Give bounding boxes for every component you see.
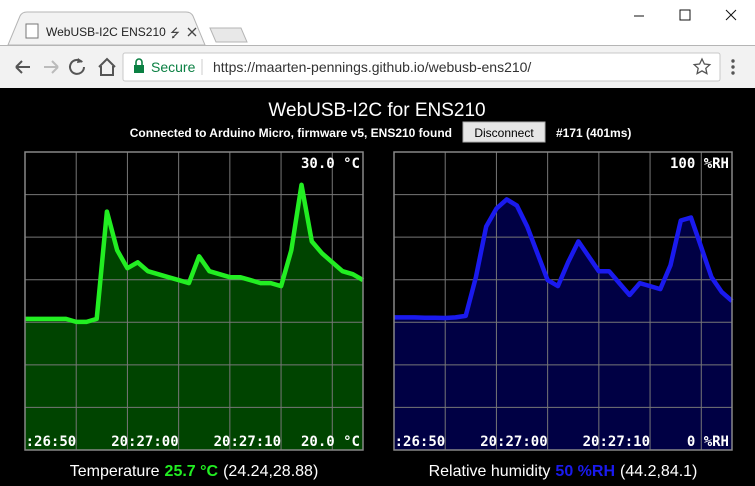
y-tick-label: 20.0 °C xyxy=(301,434,360,450)
disconnect-button[interactable] xyxy=(462,121,546,143)
tab[interactable] xyxy=(7,11,206,46)
line xyxy=(394,197,734,321)
url: https://maarten-pennings.github.io/webus… xyxy=(213,59,531,75)
y-tick-label: 30.0 °C xyxy=(301,156,360,172)
tab-close[interactable] xyxy=(187,27,197,37)
reading-label: Temperature xyxy=(70,463,160,480)
usb-icon: ⭍ xyxy=(170,26,180,40)
close-button[interactable] xyxy=(725,9,737,21)
x-tick-label: 20:27:00 xyxy=(111,434,178,450)
x-tick-label: 20:27:00 xyxy=(480,434,547,450)
x-tick-label: 20:27:10 xyxy=(214,434,281,450)
disconnect-label[interactable]: Disconnect xyxy=(474,126,534,140)
back-button[interactable] xyxy=(15,60,30,74)
bookmark-star[interactable] xyxy=(692,57,712,75)
lock-icon xyxy=(134,65,144,73)
tab-favicon xyxy=(25,23,39,39)
reading-range: (24.24,28.88) xyxy=(223,463,318,480)
reading-value: 50 %RH xyxy=(555,463,615,480)
reading-value: 25.7 °C xyxy=(165,463,219,480)
area xyxy=(394,199,732,450)
reload-arrow xyxy=(77,58,83,63)
reading-range: (44.2,84.1) xyxy=(620,463,697,480)
page-title: WebUSB-I2C for ENS210 xyxy=(268,100,485,121)
x-tick-label: :26:50 xyxy=(26,434,77,450)
home-button[interactable] xyxy=(98,57,116,76)
menu-button[interactable] xyxy=(731,59,735,75)
omnibox[interactable] xyxy=(122,52,721,82)
plot-border xyxy=(393,151,733,451)
line xyxy=(25,182,365,325)
maximize-button[interactable] xyxy=(679,9,691,21)
reading: Relative humidity 50 %RH (44.2,84.1) xyxy=(429,463,698,480)
y-tick-label: 100 %RH xyxy=(670,156,729,172)
x-tick-label: :26:50 xyxy=(395,434,446,450)
counter: #171 (401ms) xyxy=(556,126,631,140)
reload-button[interactable] xyxy=(69,58,85,75)
new-tab-button[interactable] xyxy=(209,27,248,43)
y-tick-label: 0 %RH xyxy=(687,434,729,450)
chart: 30.0 °C 20.0 °C :26:50 20:27:00 20:27:10 Temp… xyxy=(24,151,365,480)
reading-label: Relative humidity xyxy=(429,463,551,480)
plot-border xyxy=(24,151,364,451)
chart: 100 %RH 0 %RH :26:50 20:27:00 20:27:10 Relati… xyxy=(393,151,734,480)
lock-shackle xyxy=(135,58,143,65)
tab-title: WebUSB-I2C ENS210 xyxy=(46,25,166,39)
reading: Temperature 25.7 °C (24.24,28.88) xyxy=(70,463,319,480)
secure-label: Secure xyxy=(151,59,196,75)
x-tick-label: 20:27:10 xyxy=(583,434,650,450)
forward-button[interactable] xyxy=(44,60,59,74)
area xyxy=(25,184,363,451)
status: Connected to Arduino Micro, firmware v5,… xyxy=(130,126,452,140)
